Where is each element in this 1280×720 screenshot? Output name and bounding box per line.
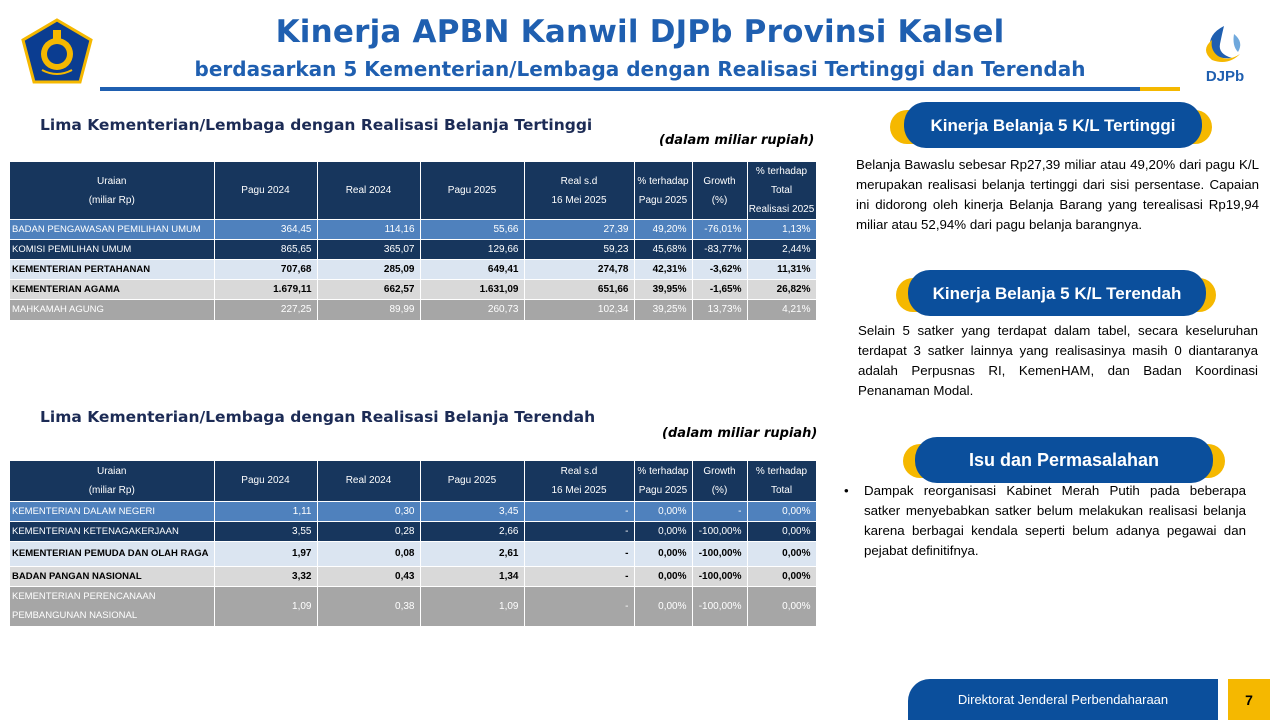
heading-tertinggi: Kinerja Belanja 5 K/L Tertinggi	[904, 102, 1202, 148]
bullet-icon: •	[844, 483, 849, 498]
bottom-table-unit: (dalam miliar rupiah)	[662, 426, 818, 441]
djpb-logo: DJPb	[1188, 20, 1258, 90]
djpb-logo-text: DJPb	[1205, 68, 1245, 85]
col-pct-pagu: % terhadap Pagu 2025	[634, 162, 693, 220]
col-pagu-2024: Pagu 2024	[214, 162, 318, 220]
table-row: KOMISI PEMILIHAN UMUM 865,65 365,07 129,…	[10, 239, 817, 260]
table-header: Uraian (miliar Rp) Pagu 2024 Real 2024 Pa…	[10, 461, 817, 501]
top-table-unit: (dalam miliar rupiah)	[659, 133, 815, 148]
page-number: 7	[1228, 679, 1270, 720]
col-pct-total: % terhadap Total	[747, 461, 817, 501]
col-real-sd: Real s.d 16 Mei 2025	[524, 461, 635, 501]
heading-terendah: Kinerja Belanja 5 K/L Terendah	[908, 270, 1206, 316]
footer-org: Direktorat Jenderal Perbendaharaan	[908, 679, 1218, 720]
top-kl-table: Uraian (miliar Rp) Pagu 2024 Real 2024 Pa…	[10, 162, 817, 320]
col-pagu-2024: Pagu 2024	[214, 461, 318, 501]
page-subtitle: berdasarkan 5 Kementerian/Lembaga dengan…	[194, 57, 1086, 81]
bottom-kl-table: Uraian (miliar Rp) Pagu 2024 Real 2024 Pa…	[10, 461, 817, 626]
table-row: KEMENTERIAN KETENAGAKERJAAN 3,55 0,28 2,…	[10, 520, 817, 541]
page-title: Kinerja APBN Kanwil DJPb Provinsi Kalsel	[275, 14, 1005, 50]
title-divider	[100, 87, 1140, 91]
table-row: KEMENTERIAN PERENCANAAN PEMBANGUNAN NASI…	[10, 585, 817, 626]
top-table-title: Lima Kementerian/Lembaga dengan Realisas…	[40, 116, 593, 134]
col-pct-pagu: % terhadap Pagu 2025	[634, 461, 693, 501]
col-uraian: Uraian (miliar Rp)	[10, 461, 215, 501]
table-row: BADAN PANGAN NASIONAL 3,32 0,43 1,34 - 0…	[10, 565, 817, 586]
text-tertinggi: Belanja Bawaslu sebesar Rp27,39 miliar a…	[856, 157, 1259, 232]
col-uraian: Uraian (miliar Rp)	[10, 162, 215, 220]
table-row: BADAN PENGAWASAN PEMILIHAN UMUM 364,45 1…	[10, 219, 817, 240]
title-divider-accent	[1140, 87, 1180, 91]
col-pagu-2025: Pagu 2025	[420, 162, 525, 220]
isu-list-item: • Dampak reorganisasi Kabinet Merah Puti…	[844, 481, 1246, 561]
table-header: Uraian (miliar Rp) Pagu 2024 Real 2024 Pa…	[10, 162, 817, 220]
table-row: KEMENTERIAN PEMUDA DAN OLAH RAGA 1,97 0,…	[10, 540, 817, 566]
table-row: KEMENTERIAN AGAMA 1.679,11 662,57 1.631,…	[10, 279, 817, 300]
bottom-table-title: Lima Kementerian/Lembaga dengan Realisas…	[40, 408, 596, 426]
heading-isu: Isu dan Permasalahan	[915, 437, 1213, 483]
table-row: MAHKAMAH AGUNG 227,25 89,99 260,73 102,3…	[10, 299, 817, 320]
col-real-2024: Real 2024	[317, 461, 421, 501]
col-pct-total: % terhadap Total Realisasi 2025	[747, 162, 817, 220]
table-row: KEMENTERIAN DALAM NEGERI 1,11 0,30 3,45 …	[10, 500, 817, 521]
text-terendah: Selain 5 satker yang terdapat dalam tabe…	[858, 323, 1258, 398]
col-growth: Growth (%)	[692, 162, 748, 220]
col-growth: Growth (%)	[692, 461, 748, 501]
col-real-2024: Real 2024	[317, 162, 421, 220]
table-row: KEMENTERIAN PERTAHANAN 707,68 285,09 649…	[10, 259, 817, 280]
col-real-sd: Real s.d 16 Mei 2025	[524, 162, 635, 220]
kemenkeu-logo	[20, 18, 94, 86]
text-isu: Dampak reorganisasi Kabinet Merah Putih …	[864, 483, 1246, 558]
col-pagu-2025: Pagu 2025	[420, 461, 525, 501]
